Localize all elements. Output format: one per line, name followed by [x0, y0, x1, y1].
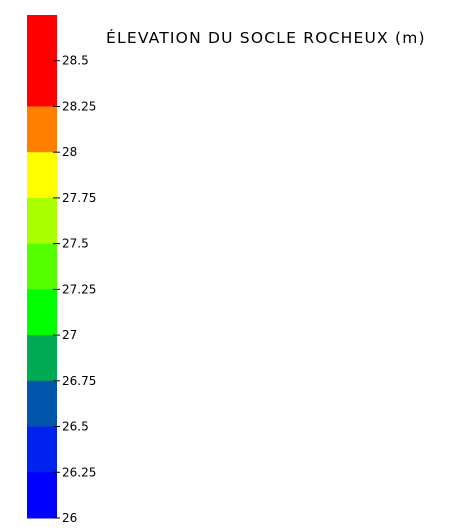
color-band-2 [27, 106, 57, 153]
tick-label-5: 27.25 [62, 282, 96, 296]
color-band-4 [27, 197, 57, 245]
tick-label-9: 26.25 [62, 465, 96, 479]
color-band-5 [27, 243, 57, 290]
tick-labels: 28.5 28.25 28 27.75 27.5 27.25 27 26.75 26.5 26.2… [53, 54, 96, 525]
tick-label-7: 26.75 [62, 374, 96, 388]
tick-label-0: 28.5 [62, 54, 89, 68]
tick-label-4: 27.5 [62, 237, 89, 251]
tick-label-8: 26.5 [62, 420, 89, 434]
tick-label-3: 27.75 [62, 191, 96, 205]
color-band-6 [27, 289, 57, 336]
tick-label-1: 28.25 [62, 99, 96, 113]
color-band-0 [27, 15, 57, 62]
color-band-1 [27, 60, 57, 107]
color-band-8 [27, 380, 57, 428]
color-bands [27, 15, 57, 519]
legend-title: ÉLEVATION DU SOCLE ROCHEUX (m) [106, 28, 426, 47]
tick-label-6: 27 [62, 328, 77, 342]
color-band-9 [27, 426, 57, 473]
tick-label-2: 28 [62, 145, 77, 159]
color-band-3 [27, 152, 57, 199]
color-band-10 [27, 472, 57, 519]
tick-label-10: 26 [62, 511, 77, 525]
color-band-7 [27, 335, 57, 382]
